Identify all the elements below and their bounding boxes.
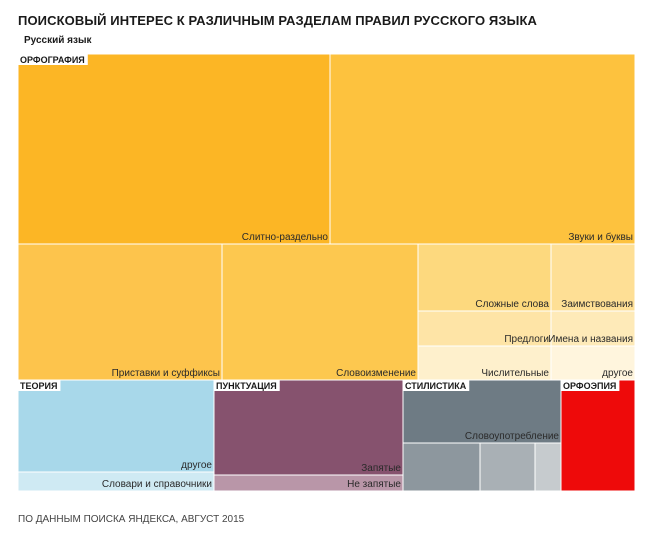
treemap-cell — [329, 53, 636, 245]
treemap-group-label: ОРФОЭПИЯ — [563, 381, 616, 391]
treemap-cell-label: Приставки и суффиксы — [112, 367, 220, 379]
treemap-cell — [560, 379, 636, 492]
source-note: ПО ДАННЫМ ПОИСКА ЯНДЕКСА, АВГУСТ 2015 — [18, 514, 245, 525]
treemap-group-label: СТИЛИСТИКА — [405, 381, 467, 391]
treemap-cell — [17, 243, 223, 381]
treemap-group: Запятые Не запятые — [213, 379, 404, 492]
treemap-group-label: ОРФОГРАФИЯ — [20, 55, 85, 65]
treemap-cell-label: Не запятые — [347, 479, 401, 490]
treemap-cell — [550, 345, 636, 381]
treemap-group-label-bg — [18, 54, 88, 65]
treemap-cell-label: Словоупотребление — [465, 430, 560, 442]
treemap-group: Словоупотребление — [402, 379, 562, 492]
treemap-group: Слитно-раздельно Звуки и буквы Приставки и… — [17, 53, 636, 381]
treemap-group-label-bg — [18, 380, 61, 391]
treemap-cell — [402, 379, 562, 444]
treemap-group — [560, 379, 636, 492]
treemap-cell — [534, 442, 562, 492]
treemap-group-label: ПУНКТУАЦИЯ — [216, 381, 277, 391]
treemap-cell — [402, 442, 481, 492]
treemap-cell — [417, 243, 552, 312]
treemap-cell — [479, 442, 536, 492]
treemap-cell — [221, 243, 419, 381]
treemap-cell-label: Сложные слова — [475, 299, 549, 310]
treemap-group-label-bg — [214, 380, 280, 391]
treemap-cell — [550, 243, 636, 312]
treemap-cell-label: Слитно-раздельно — [242, 232, 329, 243]
treemap-cell-label: другое — [602, 368, 633, 379]
treemap-cell-label: Числительные — [481, 368, 549, 379]
treemap-cell-label: Предлоги — [504, 334, 549, 345]
treemap-cell-label: Запятые — [361, 463, 401, 474]
treemap-group-label: ТЕОРИЯ — [20, 381, 57, 391]
treemap-cell-label: Словари и справочники — [102, 479, 212, 490]
treemap-cell — [17, 53, 331, 245]
treemap-cell-label: Звуки и буквы — [568, 231, 633, 243]
treemap-group-label-bg — [403, 380, 470, 391]
treemap-cell — [417, 310, 552, 347]
treemap-cell-label: Заимствования — [561, 299, 633, 310]
treemap-cell-label: Словоизменение — [336, 368, 416, 379]
treemap-cell — [17, 379, 215, 473]
treemap-group-label-bg — [561, 380, 620, 391]
treemap-cell — [550, 310, 636, 347]
treemap-cell — [213, 379, 404, 476]
treemap-root-label: Русский язык — [24, 35, 92, 46]
treemap-group: другое Словари и справочники — [17, 379, 215, 492]
treemap-cell-label: другое — [181, 460, 212, 471]
chart-title: ПОИСКОВЫЙ ИНТЕРЕС К РАЗЛИЧНЫМ РАЗДЕЛАМ П… — [18, 13, 537, 28]
treemap-cell-label: Имена и названия — [548, 334, 633, 345]
